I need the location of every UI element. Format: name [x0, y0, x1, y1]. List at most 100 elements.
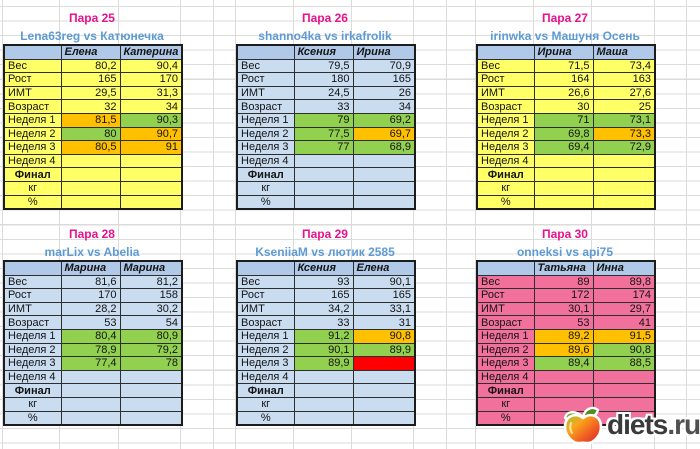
value-cell-participant-2[interactable]: 80,9 — [119, 328, 183, 344]
value-cell-participant-1[interactable]: 180 — [293, 72, 354, 87]
value-cell-participant-2[interactable] — [352, 369, 416, 385]
value-cell-participant-2[interactable] — [352, 356, 416, 371]
value-cell-participant-1[interactable]: 30 — [533, 99, 594, 114]
row-label-cell[interactable]: Неделя 2 — [476, 126, 535, 142]
row-label-cell[interactable]: Рост — [236, 72, 295, 87]
row-label-cell[interactable]: Рост — [3, 72, 62, 87]
row-label-cell[interactable]: Вес — [236, 274, 295, 290]
value-cell-participant-2[interactable]: 89,9 — [352, 342, 416, 358]
row-label-cell[interactable]: ИМТ — [3, 301, 62, 317]
corner-cell[interactable] — [236, 44, 295, 60]
row-label-cell[interactable]: кг — [236, 396, 295, 412]
value-cell-participant-1[interactable]: 170 — [60, 288, 121, 303]
row-label-cell[interactable]: Неделя 4 — [476, 153, 535, 169]
value-cell-participant-1[interactable] — [293, 153, 354, 169]
value-cell-participant-1[interactable]: 78,9 — [60, 342, 121, 358]
value-cell-participant-1[interactable]: 53 — [60, 315, 121, 330]
row-label-cell[interactable]: Возраст — [476, 315, 535, 330]
value-cell-participant-2[interactable] — [352, 180, 416, 196]
value-cell-participant-2[interactable]: 69,7 — [352, 126, 416, 142]
row-label-cell[interactable]: ИМТ — [476, 85, 535, 101]
value-cell-participant-1[interactable]: 91,2 — [293, 328, 354, 344]
value-cell-participant-1[interactable] — [60, 167, 121, 182]
value-cell-participant-2[interactable]: 34 — [352, 99, 416, 114]
value-cell-participant-1[interactable]: 165 — [60, 72, 121, 87]
value-cell-participant-2[interactable] — [352, 410, 416, 426]
value-cell-participant-2[interactable]: 90,4 — [119, 58, 183, 74]
value-cell-participant-2[interactable]: 89,8 — [592, 274, 656, 290]
value-cell-participant-2[interactable] — [119, 410, 183, 426]
value-cell-participant-1[interactable]: 26,6 — [533, 85, 594, 101]
row-label-cell[interactable]: Возраст — [3, 99, 62, 114]
value-cell-participant-1[interactable]: 81,5 — [60, 112, 121, 128]
value-cell-participant-1[interactable] — [533, 167, 594, 182]
row-label-cell[interactable]: Вес — [3, 274, 62, 290]
row-label-cell[interactable]: Рост — [476, 288, 535, 303]
value-cell-participant-1[interactable]: 29,5 — [60, 85, 121, 101]
row-label-cell[interactable]: кг — [476, 396, 535, 412]
value-cell-participant-2[interactable] — [119, 153, 183, 169]
value-cell-participant-2[interactable]: 68,9 — [352, 140, 416, 155]
corner-cell[interactable] — [236, 260, 295, 276]
row-label-cell[interactable]: % — [236, 194, 295, 210]
value-cell-participant-1[interactable]: 69,8 — [533, 126, 594, 142]
value-cell-participant-1[interactable] — [60, 383, 121, 398]
value-cell-participant-2[interactable]: 163 — [592, 72, 656, 87]
value-cell-participant-2[interactable]: 81,2 — [119, 274, 183, 290]
value-cell-participant-1[interactable]: 89,2 — [533, 328, 594, 344]
value-cell-participant-1[interactable]: 33 — [293, 315, 354, 330]
value-cell-participant-1[interactable]: 69,4 — [533, 140, 594, 155]
corner-cell[interactable] — [3, 260, 62, 276]
value-cell-participant-2[interactable] — [352, 167, 416, 182]
row-label-cell[interactable]: ИМТ — [3, 85, 62, 101]
value-cell-participant-1[interactable]: 34,2 — [293, 301, 354, 317]
row-label-cell[interactable]: Неделя 4 — [3, 369, 62, 385]
value-cell-participant-1[interactable] — [60, 153, 121, 169]
value-cell-participant-1[interactable] — [60, 396, 121, 412]
value-cell-participant-1[interactable] — [533, 180, 594, 196]
row-label-cell[interactable]: кг — [476, 180, 535, 196]
value-cell-participant-2[interactable]: 29,7 — [592, 301, 656, 317]
row-label-cell[interactable]: Финал — [476, 167, 535, 182]
value-cell-participant-2[interactable] — [119, 194, 183, 210]
value-cell-participant-1[interactable]: 80 — [60, 126, 121, 142]
value-cell-participant-1[interactable]: 77 — [293, 140, 354, 155]
value-cell-participant-2[interactable]: 25 — [592, 99, 656, 114]
value-cell-participant-1[interactable] — [293, 167, 354, 182]
row-label-cell[interactable]: Неделя 1 — [236, 328, 295, 344]
value-cell-participant-1[interactable]: 89 — [533, 274, 594, 290]
value-cell-participant-1[interactable]: 24,5 — [293, 85, 354, 101]
value-cell-participant-1[interactable]: 77,5 — [293, 126, 354, 142]
row-label-cell[interactable]: Финал — [3, 167, 62, 182]
row-label-cell[interactable]: Вес — [476, 274, 535, 290]
row-label-cell[interactable]: Неделя 2 — [3, 126, 62, 142]
participant-1-header-cell[interactable]: Татьяна — [533, 260, 594, 276]
value-cell-participant-2[interactable]: 31 — [352, 315, 416, 330]
value-cell-participant-2[interactable]: 78 — [119, 356, 183, 371]
value-cell-participant-1[interactable]: 71 — [533, 112, 594, 128]
value-cell-participant-1[interactable]: 89,9 — [293, 356, 354, 371]
corner-cell[interactable] — [476, 260, 535, 276]
value-cell-participant-1[interactable]: 93 — [293, 274, 354, 290]
row-label-cell[interactable]: Возраст — [236, 99, 295, 114]
value-cell-participant-2[interactable]: 90,8 — [352, 328, 416, 344]
row-label-cell[interactable]: Неделя 4 — [236, 153, 295, 169]
value-cell-participant-1[interactable] — [293, 369, 354, 385]
row-label-cell[interactable]: Неделя 4 — [476, 369, 535, 385]
value-cell-participant-2[interactable] — [592, 410, 656, 426]
row-label-cell[interactable]: % — [3, 194, 62, 210]
row-label-cell[interactable]: Неделя 3 — [236, 356, 295, 371]
value-cell-participant-2[interactable]: 90,8 — [592, 342, 656, 358]
participant-1-header-cell[interactable]: Марина — [60, 260, 121, 276]
participant-2-header-cell[interactable]: Ирина — [352, 44, 416, 60]
value-cell-participant-2[interactable] — [592, 153, 656, 169]
value-cell-participant-2[interactable] — [592, 180, 656, 196]
value-cell-participant-2[interactable] — [352, 153, 416, 169]
row-label-cell[interactable]: Неделя 3 — [236, 140, 295, 155]
value-cell-participant-1[interactable] — [293, 410, 354, 426]
row-label-cell[interactable]: Вес — [3, 58, 62, 74]
value-cell-participant-1[interactable]: 30,1 — [533, 301, 594, 317]
participant-2-header-cell[interactable]: Катерина — [119, 44, 183, 60]
value-cell-participant-2[interactable] — [592, 383, 656, 398]
participant-1-header-cell[interactable]: Ирина — [533, 44, 594, 60]
